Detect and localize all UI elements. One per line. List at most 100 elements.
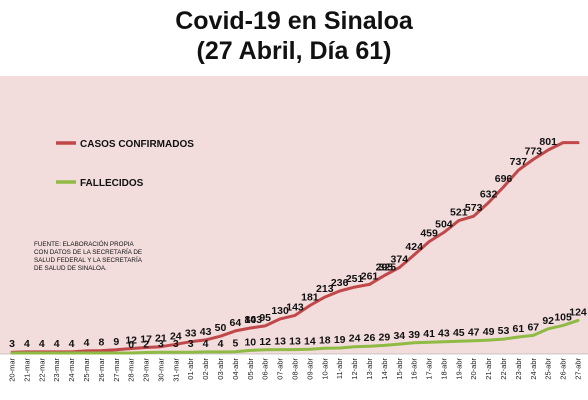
data-label-confirmados: 43 <box>200 326 212 338</box>
data-label-fallecidos: 14 <box>304 335 316 347</box>
data-label-confirmados: 143 <box>286 301 304 313</box>
x-tick-label: 27-mar <box>112 358 121 382</box>
data-label-confirmados: 8 <box>98 337 104 349</box>
data-label-confirmados: 773 <box>525 145 543 157</box>
source-note: FUENTE: ELABORACIÓN PROPIA CON DATOS DE … <box>34 239 143 272</box>
data-label-confirmados: 801 <box>539 136 557 148</box>
x-tick-label: 25-abr <box>544 358 553 380</box>
data-label-confirmados: 181 <box>301 292 319 304</box>
data-label-confirmados: 696 <box>495 173 513 185</box>
data-label-fallecidos: 124 <box>569 306 587 318</box>
x-tick-label: 02-abr <box>201 358 210 380</box>
data-label-fallecidos: 18 <box>319 334 331 346</box>
x-tick-label: 29-mar <box>142 358 151 382</box>
data-label-fallecidos: 34 <box>393 330 405 342</box>
data-label-fallecidos: 0 <box>128 339 134 351</box>
data-label-confirmados: 251 <box>346 273 364 285</box>
title-line-2: (27 Abril, Día 61) <box>196 37 392 65</box>
data-label-fallecidos: 3 <box>188 338 194 350</box>
source-line-3: SALUD FEDERAL Y LA SECRETARÍA <box>34 255 143 264</box>
data-label-confirmados: 130 <box>271 305 289 317</box>
data-label-fallecidos: 43 <box>438 328 450 340</box>
legend-label-confirmados: CASOS CONFIRMADOS <box>80 139 194 150</box>
data-label-fallecidos: 24 <box>349 333 361 345</box>
data-label-fallecidos: 92 <box>542 315 554 327</box>
x-tick-label: 25-mar <box>82 358 91 382</box>
data-label-fallecidos: 41 <box>423 328 435 340</box>
x-tick-label: 31-mar <box>171 358 180 382</box>
x-tick-label: 07-abr <box>276 358 285 380</box>
source-line-4: DE SALUD DE SINALOA. <box>34 265 107 272</box>
data-label-confirmados: 632 <box>480 189 498 201</box>
data-label-fallecidos: 45 <box>453 327 465 339</box>
data-label-confirmados: 21 <box>155 333 167 345</box>
data-label-fallecidos: 61 <box>513 323 525 335</box>
data-label-fallecidos: 53 <box>498 325 510 337</box>
data-label-fallecidos: 105 <box>554 311 572 323</box>
data-label-confirmados: 103 <box>245 314 263 326</box>
legend: CASOS CONFIRMADOS FALLECIDOS <box>56 139 194 189</box>
data-label-fallecidos: 13 <box>289 336 301 348</box>
data-label-fallecidos: 29 <box>379 331 391 343</box>
data-label-confirmados: 64 <box>230 317 242 329</box>
x-tick-label: 27-abr <box>574 358 583 380</box>
x-tick-label: 21-mar <box>22 358 31 382</box>
data-label-fallecidos: 12 <box>259 336 271 348</box>
title-line-1: Covid-19 en Sinaloa <box>175 7 413 35</box>
x-tick-label: 20-mar <box>8 358 17 382</box>
data-label-confirmados: 3 <box>9 338 15 350</box>
x-tick-label: 09-abr <box>305 358 314 380</box>
x-tick-labels: 20-mar 21-mar 22-mar 23-mar 24-mar 25-mar 26-m… <box>8 357 583 381</box>
x-tick-label: 28-mar <box>127 358 136 382</box>
x-tick-label: 01-abr <box>186 358 195 380</box>
data-label-confirmados: 50 <box>215 322 227 334</box>
series-line-confirmados <box>10 141 580 354</box>
data-label-confirmados: 295 <box>376 262 394 274</box>
data-label-confirmados: 521 <box>450 207 468 219</box>
x-tick-label: 13-abr <box>365 358 374 380</box>
source-line-1: FUENTE: ELABORACIÓN PROPIA <box>34 239 135 248</box>
data-label-fallecidos: 10 <box>244 336 256 348</box>
x-tick-label: 15-abr <box>395 358 404 380</box>
chart-title: Covid-19 en Sinaloa (27 Abril, Día 61) <box>0 6 588 66</box>
data-label-confirmados: 9 <box>113 336 119 348</box>
x-tick-label: 14-abr <box>380 358 389 380</box>
x-tick-label: 19-abr <box>454 358 463 380</box>
x-tick-label: 26-abr <box>559 358 568 380</box>
x-tick-label: 24-abr <box>529 358 538 380</box>
data-label-confirmados: 17 <box>140 334 152 346</box>
data-label-confirmados: 236 <box>331 277 349 289</box>
data-label-fallecidos: 19 <box>334 334 346 346</box>
data-label-fallecidos: 3 <box>158 338 164 350</box>
data-labels: 3 4 4 4 4 4 8 9 12 17 21 24 33 43 50 64 84 95103130143181… <box>9 136 587 351</box>
x-tick-label: 18-abr <box>439 358 448 380</box>
x-tick-label: 04-abr <box>231 358 240 380</box>
x-tick-label: 26-mar <box>97 358 106 382</box>
x-tick-label: 30-mar <box>156 358 165 382</box>
series-lines <box>10 141 580 355</box>
data-label-confirmados: 573 <box>465 202 483 214</box>
data-label-confirmados: 4 <box>69 338 75 350</box>
x-tick-label: 20-abr <box>469 358 478 380</box>
data-label-confirmados: 84 <box>244 314 256 326</box>
x-tick-label: 08-abr <box>291 358 300 380</box>
data-label-confirmados: 261 <box>361 270 379 282</box>
data-label-confirmados: 4 <box>84 337 90 349</box>
x-tick-label: 23-mar <box>52 358 61 382</box>
data-label-confirmados: 24 <box>170 330 182 342</box>
data-label-confirmados: 737 <box>510 156 528 168</box>
x-tick-label: 23-abr <box>514 358 523 380</box>
data-label-confirmados: 213 <box>316 283 334 295</box>
x-tick-label: 05-abr <box>246 358 255 380</box>
data-label-confirmados: 4 <box>24 338 30 350</box>
x-tick-label: 03-abr <box>216 358 225 380</box>
data-label-fallecidos: 47 <box>468 327 480 339</box>
source-line-2: CON DATOS DE LA SECRETARÍA DE <box>34 247 142 256</box>
data-label-confirmados: 459 <box>420 228 438 240</box>
data-label-fallecidos: 49 <box>483 326 495 338</box>
x-tick-label: 24-mar <box>67 358 76 382</box>
data-label-confirmados: 374 <box>391 254 409 266</box>
x-tick-label: 22-abr <box>499 358 508 380</box>
line-chart: 20-mar 21-mar 22-mar 23-mar 24-mar 25-mar 26-m… <box>0 76 588 382</box>
data-label-fallecidos: 2 <box>143 339 149 351</box>
